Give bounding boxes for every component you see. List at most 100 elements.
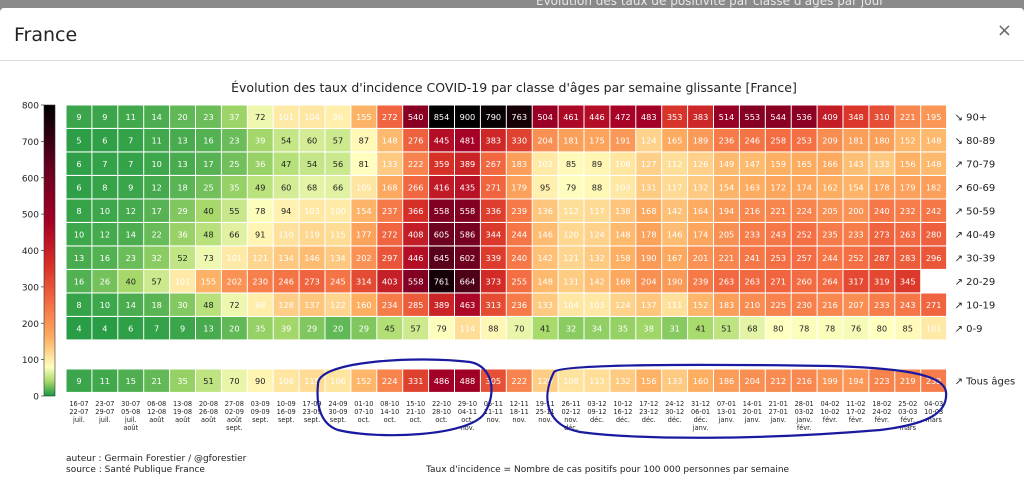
heatmap-cell: [455, 129, 480, 152]
heatmap-cell: [118, 270, 144, 293]
heatmap-cell: [765, 176, 791, 199]
cell-value-label: 232: [900, 206, 916, 216]
heatmap-cell: [739, 199, 765, 222]
cell-value-label: 25: [229, 159, 239, 169]
cell-value-label: 143: [848, 159, 864, 169]
cell-value-label: 36: [255, 159, 265, 169]
heatmap-cell: [403, 293, 429, 316]
heatmap-cell: [429, 199, 454, 222]
cell-value-label: 41: [540, 323, 550, 333]
row-label: ↗ 70-79: [955, 160, 996, 171]
heatmap-cell: [170, 152, 195, 175]
heatmap-cell: [688, 270, 713, 293]
cell-value-label: 51: [203, 376, 213, 386]
close-icon[interactable]: ×: [996, 20, 1012, 41]
heatmap-cell: [455, 176, 480, 199]
x-tick-label: 01-10: [354, 400, 373, 408]
heatmap-cell: [791, 369, 817, 392]
cell-value-label: 10: [100, 206, 110, 216]
heatmap-cell: [714, 199, 739, 222]
heatmap-cell: [247, 129, 273, 152]
heatmap-cell: [714, 246, 739, 269]
heatmap-cell: [455, 317, 480, 340]
footer-source: source : Santé Publique France: [66, 464, 205, 475]
heatmap-cell: [843, 176, 869, 199]
cell-value-label: 25: [203, 182, 213, 192]
colorbar-tick-label: 700: [22, 138, 39, 148]
heatmap-cell: [377, 199, 403, 222]
heatmap-cell: [351, 129, 377, 152]
colorbar-gradient: [43, 104, 56, 397]
cell-value-label: 285: [408, 300, 424, 310]
cell-value-label: 134: [330, 253, 346, 263]
heatmap-cell: [584, 176, 610, 199]
heatmap-cell: [455, 293, 480, 316]
cell-value-label: 114: [460, 323, 476, 333]
x-tick-label: 10-02: [820, 408, 839, 416]
heatmap-cell: [66, 105, 92, 128]
cell-value-label: 174: [796, 182, 812, 192]
cell-value-label: 336: [486, 206, 502, 216]
cell-value-label: 13: [177, 135, 187, 145]
heatmap-cell: [66, 246, 92, 269]
heatmap-cell: [196, 293, 221, 316]
cell-value-label: 98: [255, 300, 265, 310]
cell-value-label: 212: [770, 376, 786, 386]
cell-value-label: 18: [177, 182, 187, 192]
cell-value-label: 127: [641, 159, 657, 169]
cell-value-label: 664: [460, 276, 476, 286]
cell-value-label: 60: [281, 182, 291, 192]
cell-value-label: 87: [359, 135, 369, 145]
x-tick-label: 25-02: [898, 400, 917, 408]
x-tick-label: 02-12: [561, 408, 580, 416]
cell-value-label: 900: [460, 112, 476, 122]
heatmap-cell: [325, 176, 351, 199]
cell-value-label: 39: [255, 135, 265, 145]
cell-value-label: 253: [770, 253, 786, 263]
cell-value-label: 76: [851, 323, 861, 333]
heatmap-cell: [92, 270, 118, 293]
heatmap-cell: [765, 199, 791, 222]
cell-value-label: 11: [100, 376, 110, 386]
heatmap-cell: [636, 105, 662, 128]
cell-value-label: 403: [382, 276, 398, 286]
cell-value-label: 181: [563, 135, 579, 145]
cell-value-label: 57: [333, 135, 343, 145]
heatmap-cell: [247, 293, 273, 316]
cell-value-label: 23: [203, 112, 213, 122]
cell-value-label: 101: [926, 323, 942, 333]
heatmap-cell: [688, 129, 713, 152]
heatmap-cell: [584, 223, 610, 246]
heatmap-cell: [869, 246, 895, 269]
cell-value-label: 126: [693, 159, 709, 169]
cell-value-label: 4: [102, 323, 107, 333]
heatmap-cell: [636, 369, 662, 392]
heatmap-cell: [480, 317, 506, 340]
cell-value-label: 66: [229, 229, 239, 239]
heatmap-cell: [403, 246, 429, 269]
heatmap-cell: [662, 199, 688, 222]
heatmap-cell: [325, 199, 351, 222]
cell-value-label: 133: [382, 159, 398, 169]
heatmap-cell: [688, 317, 713, 340]
heatmap-cell: [714, 270, 739, 293]
cell-value-label: 200: [848, 206, 864, 216]
cell-value-label: 313: [486, 300, 502, 310]
heatmap-cell: [584, 152, 610, 175]
heatmap-cell: [739, 246, 765, 269]
heatmap-cell: [273, 369, 299, 392]
x-tick-label: mars: [899, 424, 916, 432]
x-tick-label: déc.: [590, 416, 604, 424]
cell-value-label: 317: [848, 276, 864, 286]
heatmap-cell: [843, 223, 869, 246]
heatmap-cell: [118, 152, 144, 175]
heatmap-cell: [532, 199, 558, 222]
x-tick-label: déc.: [668, 416, 682, 424]
cell-value-label: 463: [460, 300, 476, 310]
cell-value-label: 244: [511, 229, 527, 239]
x-tick-label: 10-03: [924, 408, 943, 416]
cell-value-label: 239: [511, 206, 527, 216]
cell-value-label: 101: [278, 112, 294, 122]
cell-value-label: 236: [719, 135, 735, 145]
